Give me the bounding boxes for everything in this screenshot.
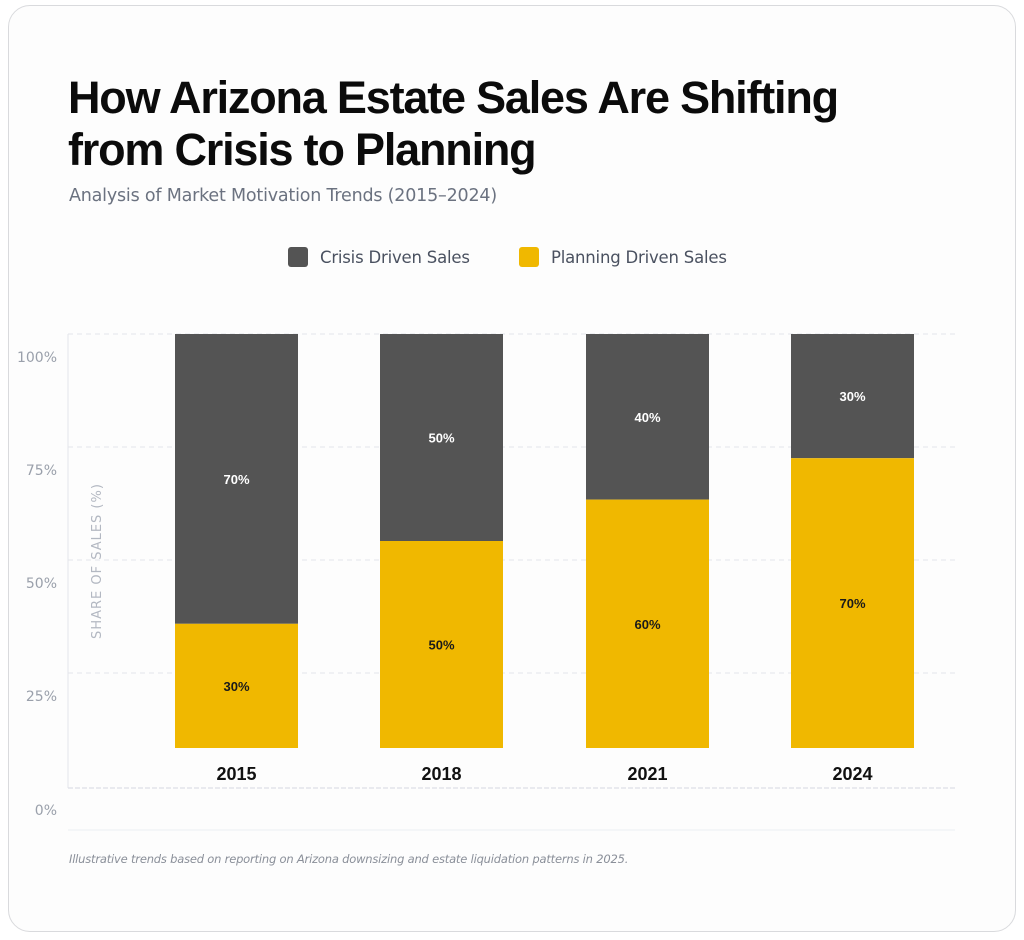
bar-segment-planning-2024 [791,458,914,748]
data-label-planning-2024: 70% [839,596,865,611]
data-label-crisis-2018: 50% [428,431,454,446]
data-label-crisis-2015: 70% [223,472,249,487]
chart-legend: Crisis Driven Sales Planning Driven Sale… [0,247,1024,271]
data-label-planning-2021: 60% [634,617,660,632]
x-category-label-2018: 2018 [421,764,461,784]
y-tick-label: 25% [26,689,57,705]
bar-segment-crisis-2015 [175,334,298,624]
y-tick-label: 50% [26,576,57,592]
data-label-planning-2015: 30% [223,679,249,694]
y-tick-label: 100% [17,350,57,366]
legend-swatch-planning [519,247,539,267]
chart-title: How Arizona Estate Sales Are Shifting fr… [68,72,968,176]
legend-label-planning: Planning Driven Sales [551,247,727,267]
chart-footnote: Illustrative trends based on reporting o… [69,852,629,866]
legend-swatch-crisis [288,247,308,267]
data-label-planning-2018: 50% [428,638,454,653]
legend-item-planning[interactable]: Planning Driven Sales [519,247,727,267]
y-tick-label: 75% [26,463,57,479]
y-axis-title: SHARE OF SALES (%) [90,483,105,639]
chart-title-line-2: from Crisis to Planning [68,124,537,175]
bar-segment-planning-2018 [380,541,503,748]
data-label-crisis-2021: 40% [634,410,660,425]
y-tick-label: 0% [35,803,57,819]
bar-segment-crisis-2021 [586,334,709,500]
x-category-label-2024: 2024 [832,764,872,784]
bar-segment-planning-2021 [586,499,709,748]
x-category-label-2015: 2015 [216,764,256,784]
chart-title-line-1: How Arizona Estate Sales Are Shifting [68,72,839,123]
bar-segment-planning-2015 [175,623,298,748]
bar-segment-crisis-2024 [791,334,914,459]
data-label-crisis-2024: 30% [839,389,865,404]
chart-subtitle: Analysis of Market Motivation Trends (20… [69,186,497,206]
x-category-label-2021: 2021 [627,764,667,784]
legend-item-crisis[interactable]: Crisis Driven Sales [288,247,470,267]
legend-label-crisis: Crisis Driven Sales [320,247,470,267]
bar-segment-crisis-2018 [380,334,503,541]
